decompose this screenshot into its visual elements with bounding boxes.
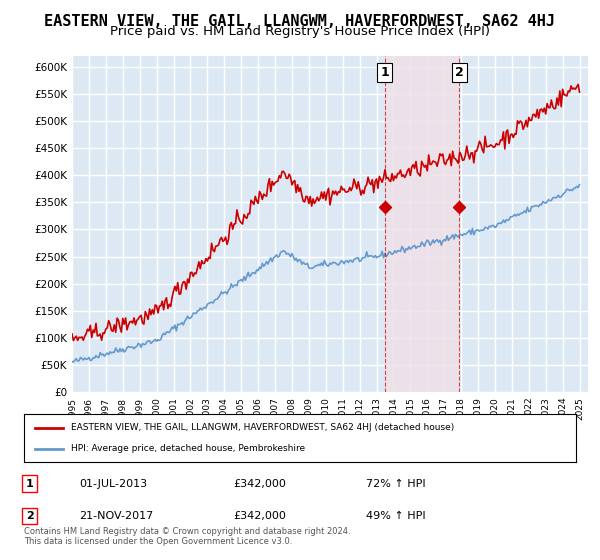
Text: 01-JUL-2013: 01-JUL-2013 [79,479,148,489]
Text: £342,000: £342,000 [234,511,287,521]
Text: 72% ↑ HPI: 72% ↑ HPI [366,479,426,489]
Text: HPI: Average price, detached house, Pembrokeshire: HPI: Average price, detached house, Pemb… [71,444,305,453]
Text: 2: 2 [26,511,34,521]
Text: Contains HM Land Registry data © Crown copyright and database right 2024.
This d: Contains HM Land Registry data © Crown c… [24,526,350,546]
Text: Price paid vs. HM Land Registry's House Price Index (HPI): Price paid vs. HM Land Registry's House … [110,25,490,38]
Text: 2: 2 [455,66,464,79]
Text: EASTERN VIEW, THE GAIL, LLANGWM, HAVERFORDWEST, SA62 4HJ: EASTERN VIEW, THE GAIL, LLANGWM, HAVERFO… [44,14,556,29]
Text: 1: 1 [26,479,34,489]
Text: £342,000: £342,000 [234,479,287,489]
Text: 21-NOV-2017: 21-NOV-2017 [79,511,154,521]
Text: 49% ↑ HPI: 49% ↑ HPI [366,511,426,521]
Text: EASTERN VIEW, THE GAIL, LLANGWM, HAVERFORDWEST, SA62 4HJ (detached house): EASTERN VIEW, THE GAIL, LLANGWM, HAVERFO… [71,423,454,432]
Text: 1: 1 [380,66,389,79]
Bar [385,56,460,392]
